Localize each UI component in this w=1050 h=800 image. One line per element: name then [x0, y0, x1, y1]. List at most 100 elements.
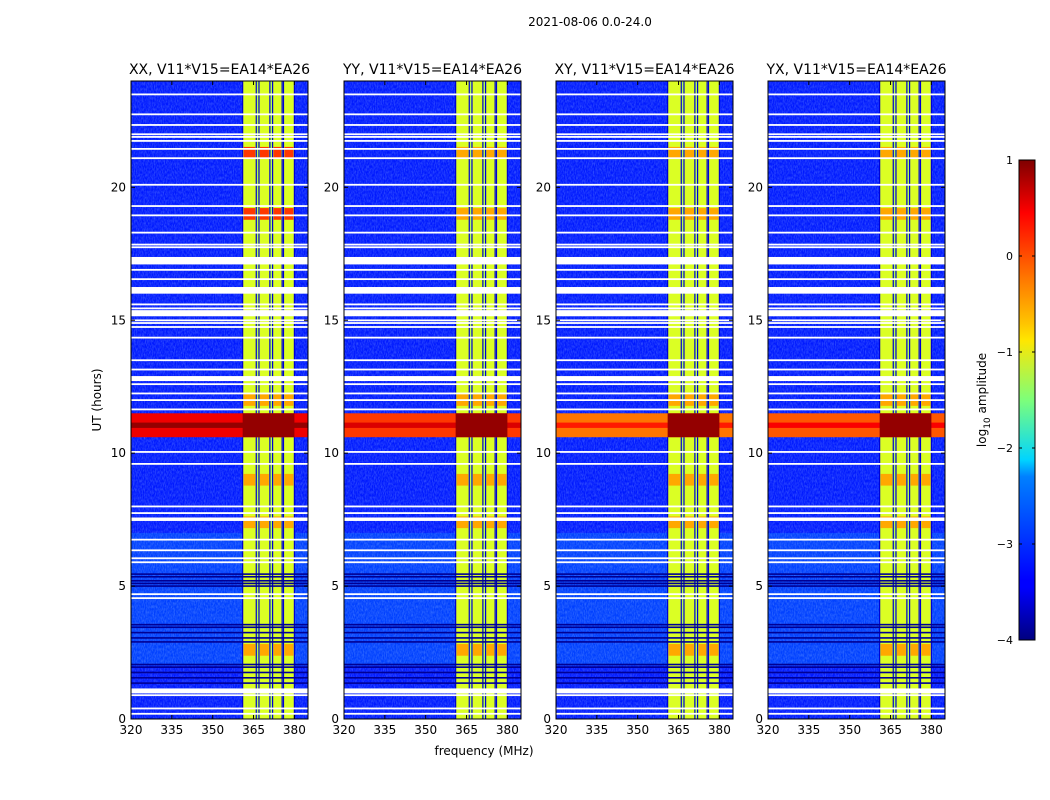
y-tick-label: 0 — [543, 712, 551, 726]
flagged-row — [344, 113, 521, 116]
broadband-event-core — [131, 422, 308, 428]
flagged-row — [131, 183, 308, 186]
flagged-row — [131, 694, 308, 697]
flagged-row — [131, 326, 308, 328]
flagged-row — [768, 579, 945, 582]
flagged-row — [344, 268, 521, 271]
rfi-hotspot — [668, 146, 681, 159]
flagged-row — [344, 326, 521, 328]
flagged-row — [768, 183, 945, 186]
flagged-row — [131, 147, 308, 150]
flagged-row — [556, 278, 733, 281]
rfi-hotspot — [284, 146, 294, 159]
flagged-row — [556, 319, 733, 322]
flagged-row — [131, 231, 308, 234]
rfi-hotspot — [284, 516, 294, 529]
flagged-row — [768, 593, 945, 596]
flagged-row — [131, 451, 308, 453]
flagged-row — [768, 231, 945, 234]
flagged-row — [768, 637, 945, 639]
y-tick-label: 20 — [748, 180, 763, 194]
rfi-hotspot — [243, 644, 256, 656]
rfi-hotspot — [472, 516, 482, 529]
flagged-row — [556, 626, 733, 629]
flagged-row — [131, 359, 308, 362]
flagged-row — [768, 557, 945, 560]
panel-frame — [343, 80, 522, 720]
rfi-hotspot — [684, 473, 694, 486]
x-tick-label: 350 — [201, 723, 224, 737]
flagged-row — [131, 322, 308, 324]
flagged-row — [768, 671, 945, 674]
flagged-band — [131, 310, 308, 317]
flagged-row — [768, 463, 945, 465]
flagged-row — [556, 383, 733, 386]
suptitle: 2021-08-06 0.0-24.0 — [528, 15, 652, 29]
flagged-row — [344, 392, 521, 395]
flagged-row — [556, 136, 733, 138]
flagged-row — [768, 124, 945, 126]
flagged-row — [344, 278, 521, 281]
flagged-row — [556, 538, 733, 541]
flagged-row — [768, 322, 945, 324]
rfi-hotspot — [259, 516, 269, 529]
x-tick-label: 320 — [545, 723, 568, 737]
flagged-row — [768, 512, 945, 514]
flagged-band — [344, 310, 521, 317]
flagged-row — [344, 694, 521, 697]
flagged-row — [344, 641, 521, 643]
flagged-row — [768, 597, 945, 600]
rfi-hotspot — [456, 644, 469, 656]
rfi-hotspot — [668, 473, 681, 486]
flagged-row — [131, 671, 308, 674]
flagged-row — [556, 694, 733, 697]
broadband-event-core — [556, 422, 733, 428]
rfi-hotspot — [259, 208, 269, 220]
rfi-hotspot — [472, 644, 482, 656]
flagged-row — [344, 573, 521, 575]
rfi-hotspot — [497, 146, 507, 159]
rfi-hotspot — [698, 644, 707, 656]
rfi-hotspot — [668, 516, 681, 529]
flagged-row — [344, 579, 521, 582]
flagged-row — [344, 408, 521, 411]
rfi-hotspot — [456, 146, 469, 159]
rfi-hotspot — [273, 208, 282, 220]
flagged-band — [344, 376, 521, 381]
flagged-row — [556, 205, 733, 207]
flagged-row — [344, 322, 521, 324]
flagged-row — [131, 124, 308, 126]
flagged-row — [131, 712, 308, 715]
flagged-row — [131, 641, 308, 643]
flagged-row — [344, 463, 521, 465]
flagged-row — [556, 231, 733, 234]
flagged-row — [768, 585, 945, 587]
rfi-hotspot — [910, 473, 919, 486]
rfi-hotspot — [880, 146, 893, 159]
flagged-row — [344, 538, 521, 541]
y-tick-label: 20 — [536, 180, 551, 194]
rfi-hotspot — [698, 473, 707, 486]
flagged-row — [131, 626, 308, 629]
x-tick-label: 365 — [667, 723, 690, 737]
flagged-row — [768, 573, 945, 575]
flagged-row — [768, 631, 945, 634]
flagged-row — [556, 707, 733, 710]
flagged-row — [131, 392, 308, 395]
flagged-row — [344, 124, 521, 126]
flagged-row — [768, 157, 945, 160]
flagged-row — [344, 93, 521, 96]
flagged-row — [131, 623, 308, 626]
flagged-row — [556, 147, 733, 150]
flagged-row — [556, 663, 733, 666]
rfi-hotspot — [259, 473, 269, 486]
flagged-row — [768, 694, 945, 697]
rfi-hotspot — [896, 644, 906, 656]
flagged-band — [131, 257, 308, 265]
y-tick-label: 15 — [324, 313, 339, 327]
y-tick-label: 15 — [748, 313, 763, 327]
rfi-hotspot — [896, 208, 906, 220]
flagged-row — [131, 463, 308, 465]
flagged-band — [556, 688, 733, 693]
